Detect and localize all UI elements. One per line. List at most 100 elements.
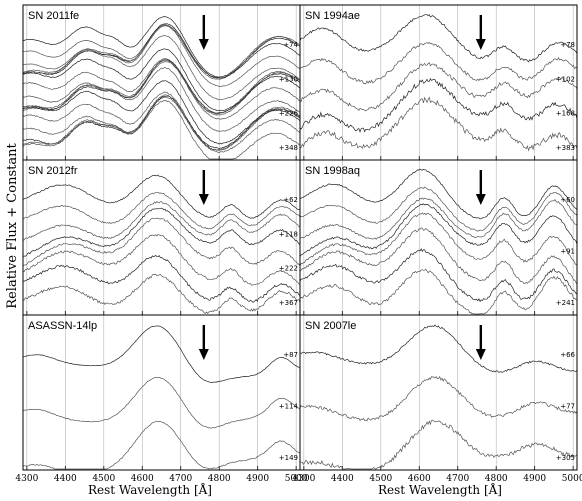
y-axis-label: Relative Flux + Constant bbox=[5, 143, 20, 309]
epoch-label: +226 bbox=[279, 110, 299, 118]
spectrum-line bbox=[299, 247, 578, 303]
spectrum-line bbox=[22, 99, 301, 160]
x-tick-label: 4700 bbox=[446, 474, 469, 484]
epoch-label: +87 bbox=[283, 351, 298, 359]
epoch-label: +168 bbox=[556, 110, 575, 118]
spectrum-line bbox=[22, 34, 301, 101]
spectrum-line bbox=[22, 325, 301, 383]
spectrum-line bbox=[22, 174, 301, 219]
spectrum-line bbox=[299, 14, 578, 63]
spectrum-line bbox=[22, 23, 301, 79]
epoch-label: +305 bbox=[556, 454, 575, 462]
spectrum-line bbox=[22, 58, 300, 116]
spectrum-panel: ASASSN-14lp +87 +114 +149 4300 4400 4500 4600 47… bbox=[15, 314, 308, 484]
spectrum-line bbox=[299, 324, 578, 373]
spectrum-line bbox=[22, 59, 301, 120]
spectrum-line bbox=[22, 376, 301, 429]
spectrum-line bbox=[22, 207, 301, 257]
spectrum-line bbox=[299, 212, 578, 266]
panel-title: SN 1994ae bbox=[305, 10, 360, 22]
epoch-label: +91 bbox=[560, 248, 575, 256]
panel-title: ASASSN-14lp bbox=[28, 320, 97, 332]
panel-title: SN 2007le bbox=[305, 320, 356, 332]
epoch-label: +383 bbox=[556, 144, 575, 152]
epoch-label: +60 bbox=[560, 196, 575, 204]
spectrum-line bbox=[299, 41, 578, 85]
spectrum-line bbox=[22, 16, 301, 78]
spectrum-panel: SN 2012fr +62 +118 +222 +367 bbox=[22, 159, 301, 316]
spectrum-line bbox=[299, 62, 578, 112]
x-tick-label: 4400 bbox=[54, 474, 77, 484]
spectrum-line bbox=[299, 186, 578, 232]
epoch-label: +241 bbox=[556, 299, 575, 307]
x-tick-label: 5000 bbox=[285, 474, 308, 484]
arrow-down-icon bbox=[198, 39, 209, 50]
panel-title: SN 1998aq bbox=[305, 165, 360, 177]
epoch-label: +149 bbox=[279, 454, 298, 462]
spectrum-line bbox=[22, 234, 301, 286]
arrow-down-icon bbox=[475, 349, 486, 360]
epoch-label: +74 bbox=[283, 41, 298, 49]
spectrum-line bbox=[299, 197, 578, 240]
spectrum-line bbox=[22, 254, 301, 303]
spectrum-panel: SN 2011fe +74 +130 +226 +348 bbox=[22, 4, 301, 161]
epoch-label: +114 bbox=[279, 403, 299, 411]
spectrum-line bbox=[299, 168, 578, 220]
epoch-label: +102 bbox=[556, 75, 575, 83]
epoch-label: +77 bbox=[560, 403, 575, 411]
x-tick-label: 4300 bbox=[292, 474, 315, 484]
epoch-label: +78 bbox=[560, 41, 575, 49]
panel-frame bbox=[22, 159, 301, 316]
spectrum-line bbox=[22, 67, 301, 132]
x-tick-label: 4400 bbox=[331, 474, 354, 484]
spectrum-line bbox=[299, 203, 578, 257]
spectrum-panel: SN 1998aq +60 +91 +241 bbox=[299, 159, 578, 316]
arrow-down-icon bbox=[475, 39, 486, 50]
epoch-label: +66 bbox=[560, 351, 575, 359]
x-tick-label: 4600 bbox=[131, 474, 154, 484]
spectrum-line bbox=[22, 420, 301, 470]
x-tick-label: 4700 bbox=[169, 474, 192, 484]
x-axis-label-left: Rest Wavelength [Å] bbox=[88, 482, 212, 497]
x-tick-label: 4300 bbox=[15, 474, 38, 484]
x-tick-label: 5000 bbox=[562, 474, 582, 484]
x-tick-label: 4900 bbox=[246, 474, 269, 484]
spectrum-line bbox=[22, 200, 301, 241]
spectrum-line bbox=[22, 48, 301, 112]
spectrum-line bbox=[22, 95, 301, 149]
x-axis-label-right: Rest Wavelength [Å] bbox=[378, 482, 502, 497]
arrow-down-icon bbox=[198, 194, 209, 205]
spectrum-line bbox=[299, 227, 578, 285]
spectrum-panel: SN 2007le +66 +77 +305 4300 4400 4500 4600 4700 4… bbox=[292, 314, 582, 484]
panel-frame bbox=[22, 314, 301, 471]
spectrum-line bbox=[299, 419, 578, 470]
arrow-down-icon bbox=[475, 194, 486, 205]
epoch-label: +367 bbox=[279, 299, 298, 307]
epoch-label: +130 bbox=[279, 75, 298, 83]
arrow-down-icon bbox=[198, 349, 209, 360]
spectrum-line bbox=[22, 94, 301, 153]
spectrum-line bbox=[22, 217, 301, 266]
spectrum-line bbox=[299, 77, 578, 133]
spectrum-line bbox=[22, 61, 301, 115]
spectrum-panel: SN 1994ae +78 +102 +168 +383 bbox=[299, 4, 578, 161]
spectrum-line bbox=[22, 191, 301, 230]
panel-grid: SN 2011fe +74 +130 +226 +348 SN 1994ae +78 +102… bbox=[15, 4, 582, 484]
x-tick-label: 4500 bbox=[92, 474, 115, 484]
x-tick-label: 4800 bbox=[485, 474, 508, 484]
spectrum-line bbox=[23, 25, 301, 78]
x-tick-label: 4800 bbox=[208, 474, 231, 484]
epoch-label: +118 bbox=[279, 230, 298, 238]
x-tick-label: 4900 bbox=[523, 474, 546, 484]
spectrum-line bbox=[299, 96, 578, 152]
spectrum-line bbox=[22, 25, 301, 87]
spectrum-line bbox=[22, 91, 301, 152]
spectrum-line bbox=[22, 80, 301, 145]
spectrum-line bbox=[299, 376, 578, 422]
spectrum-line bbox=[299, 268, 578, 315]
epoch-label: +62 bbox=[283, 196, 298, 204]
panel-title: SN 2012fr bbox=[28, 165, 78, 177]
panel-title: SN 2011fe bbox=[28, 10, 79, 22]
x-tick-label: 4600 bbox=[408, 474, 431, 484]
